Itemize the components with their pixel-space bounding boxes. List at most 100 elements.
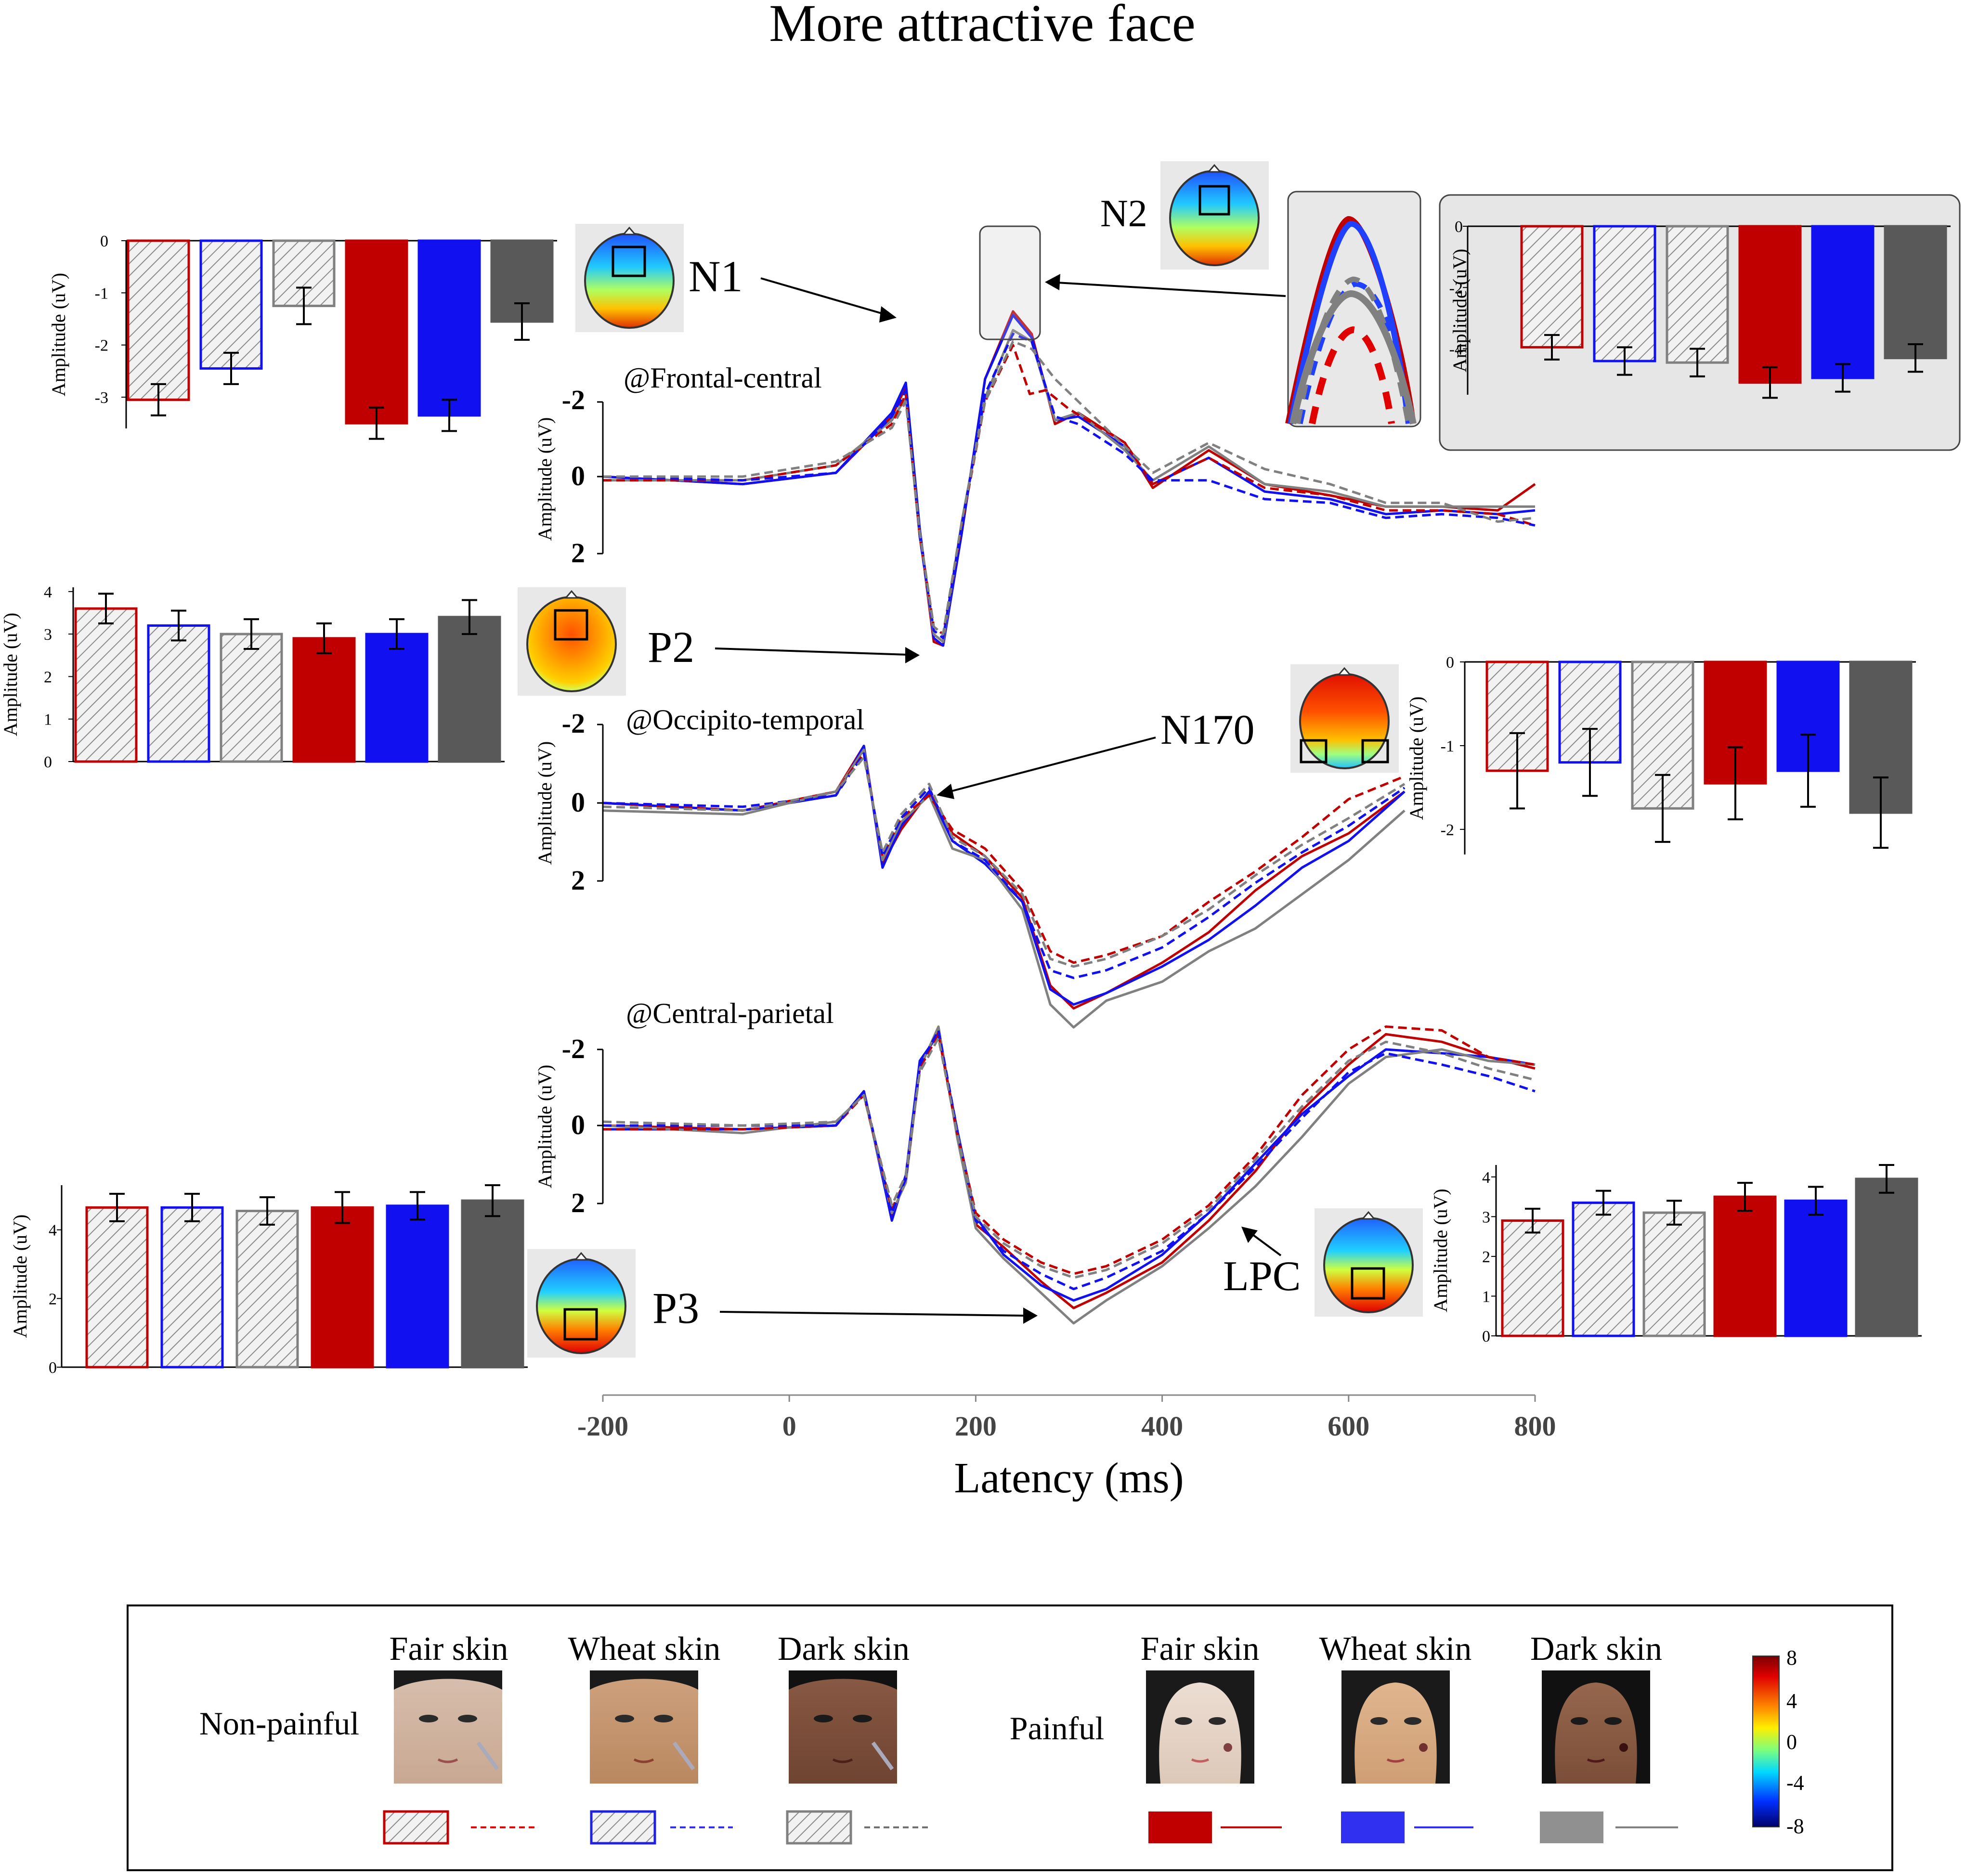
error-bar (1762, 366, 1778, 399)
error-bar (1667, 1200, 1682, 1226)
bar-y-tick-label: 1 (1482, 1288, 1490, 1306)
bar-y-tick-label: 3 (1482, 1208, 1490, 1226)
erp-frontal-central-non-painful-wheat (602, 333, 1536, 639)
face-np-wheat (590, 1670, 698, 1784)
error-bar (1690, 348, 1705, 377)
n2-zoom-region (979, 225, 1041, 340)
error-bar (1873, 776, 1888, 849)
erp-axis-occipital: -2 0 2 Amplitude (uV) @Occipito-temporal (534, 704, 864, 896)
bar-painful-fair (1738, 225, 1802, 384)
bar-chart-p3: 0 2 4 Amplitude (uV) (9, 1184, 528, 1377)
bar-y-tick-label: 4 (44, 583, 52, 601)
inset-painful-wheat (1288, 221, 1411, 425)
error-bar (171, 609, 186, 642)
bar-painful-fair (292, 637, 356, 763)
legend-painful-label: Painful (1010, 1710, 1104, 1747)
bar-non-painful-wheat (1593, 225, 1656, 362)
swatch-p-dark (1540, 1811, 1678, 1843)
bar-y-label: Amplitude (uV) (1449, 249, 1471, 373)
bar-non-painful-fair (74, 607, 138, 763)
erp-central-parietal-non-painful-dark (602, 1036, 1536, 1279)
p2-arrowhead (905, 647, 920, 663)
bar-non-painful-dark (1666, 225, 1729, 364)
erp-frontal-ytick: 0 (571, 460, 585, 492)
error-bar (1596, 1190, 1611, 1216)
bar-non-painful-dark (220, 633, 283, 763)
legend-p-dark-label: Dark skin (1530, 1630, 1662, 1668)
bar-y-label: Amplitude (uV) (0, 613, 21, 737)
bar-non-painful-dark (235, 1209, 299, 1369)
erp-occipital-ytick: 0 (571, 787, 585, 818)
bar-y-tick-label: 0 (44, 753, 52, 771)
colorbar-tick: 0 (1786, 1730, 1797, 1754)
bar-chart-n170: 0 -1 -2 Amplitude (uV) (1406, 654, 1916, 854)
bar-y-tick-label: 0 (49, 1359, 57, 1377)
error-bar (1544, 334, 1560, 361)
x-tick-label: -200 (577, 1410, 628, 1442)
error-bar (1617, 346, 1632, 376)
error-bar (1655, 774, 1670, 843)
bar-chart-p2: 0 1 2 3 4 Amplitude (uV) (0, 583, 505, 771)
swatch-p-fair (1148, 1811, 1282, 1843)
swatch-np-fair (383, 1810, 535, 1845)
bar-non-painful-fair (85, 1206, 149, 1369)
bar-chart-n1: 0 -1 -2 -3 Amplitude (uV) (48, 233, 557, 440)
region-parietal-label: @Central-parietal (626, 997, 834, 1029)
bar-non-painful-dark (1642, 1211, 1706, 1337)
bar-y-tick-label: 1 (44, 711, 52, 729)
bar-y-tick-label: 2 (49, 1290, 57, 1308)
erp-traces (602, 310, 1536, 1325)
region-frontal-label: @Frontal-central (624, 362, 822, 394)
bar-y-tick-label: -4 (1449, 341, 1463, 359)
bar-painful-dark (1855, 1177, 1918, 1337)
n2-label: N2 (1100, 193, 1147, 235)
bar-painful-wheat (1811, 225, 1875, 379)
bar-non-painful-wheat (160, 1206, 224, 1369)
error-bar (514, 302, 530, 341)
p3-arrowhead (1023, 1307, 1038, 1324)
bar-y-label: Amplitude (uV) (9, 1215, 31, 1338)
bar-painful-dark (461, 1199, 524, 1369)
error-bar (485, 1184, 500, 1217)
error-bar (1525, 1207, 1540, 1234)
bar-y-tick-label: 4 (1482, 1169, 1490, 1187)
error-bar (1835, 363, 1850, 393)
erp-frontal-ytick: 2 (571, 537, 585, 569)
erp-axis-parietal: -2 0 2 Amplitude (uV) @Central-parietal (534, 997, 834, 1218)
erp-occipital-ytick: 2 (571, 865, 585, 896)
legend-np-fair-label: Fair skin (390, 1630, 508, 1668)
colorbar (1752, 1656, 1780, 1827)
face-p-fair (1146, 1670, 1254, 1784)
erp-frontal-central-painful-fair (602, 310, 1536, 647)
erp-frontal-central-painful-wheat (602, 314, 1536, 647)
x-tick-label: 0 (782, 1410, 796, 1442)
error-bar (296, 286, 312, 325)
erp-parietal-ytick: -2 (562, 1033, 585, 1064)
erp-axis-frontal: -2 0 2 Amplitude (uV) @Frontal-central (534, 362, 822, 569)
error-bar (316, 622, 332, 654)
bar-y-tick-label: -2 (1449, 279, 1463, 297)
bar-y-tick-label: 0 (1446, 654, 1454, 672)
face-np-fair (394, 1670, 502, 1784)
inset-nonpainful-wheat (1297, 281, 1409, 425)
erp-occipital-ytick: -2 (562, 708, 585, 739)
erp-frontal-ytick: -2 (562, 384, 585, 415)
error-bar (184, 1192, 200, 1222)
bar-y-label: Amplitude (uV) (1406, 697, 1427, 820)
erp-parietal-ytick: 2 (571, 1187, 585, 1218)
error-bar (151, 383, 166, 416)
bar-y-tick-label: 3 (44, 626, 52, 644)
lpc-arrowhead (1241, 1227, 1258, 1243)
colorbar-tick: 4 (1786, 1689, 1797, 1713)
x-axis-label: Latency (ms) (954, 1454, 1184, 1502)
colorbar-tick: -4 (1786, 1771, 1804, 1795)
n1-arrowhead (879, 306, 897, 323)
topo-n170 (1290, 664, 1399, 773)
error-bar (109, 1192, 125, 1222)
bar-chart-lpc: 0 1 2 3 4 Amplitude (uV) (1430, 1164, 1922, 1346)
error-bar (1737, 1182, 1753, 1212)
error-bar (1879, 1164, 1894, 1194)
bar-y-tick-label: -3 (95, 389, 108, 407)
bar-painful-dark (438, 616, 501, 763)
colorbar-tick: 8 (1786, 1646, 1797, 1669)
